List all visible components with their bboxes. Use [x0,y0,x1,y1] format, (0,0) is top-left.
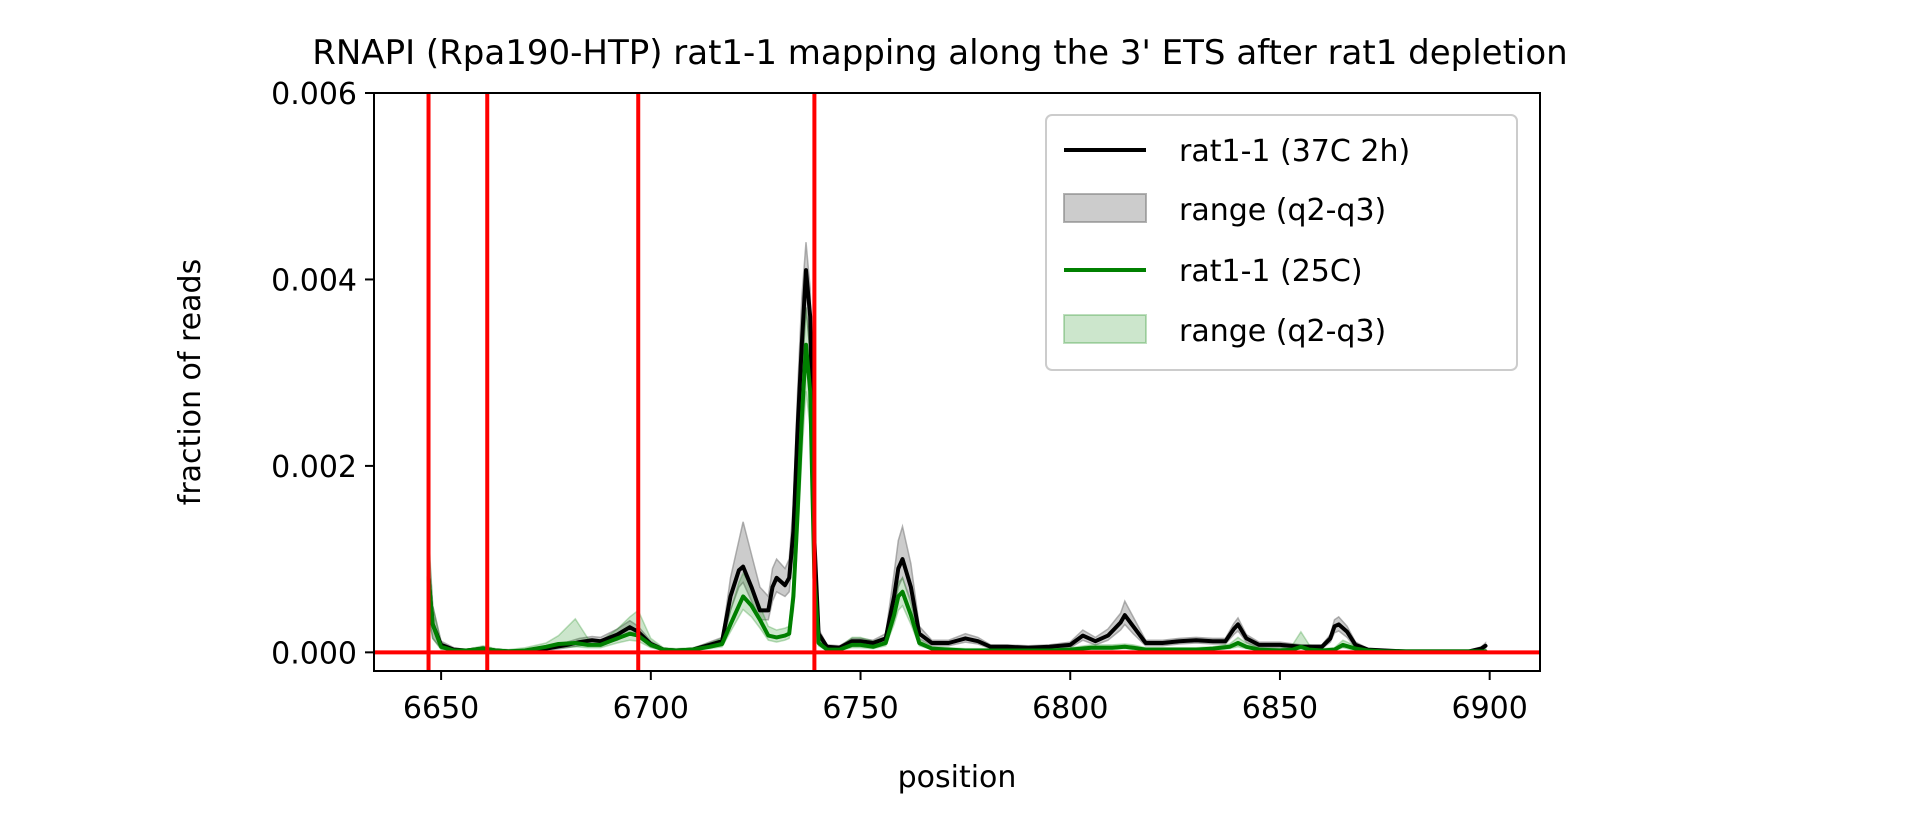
range-band-series-0 [427,242,1487,654]
x-tick-label: 6850 [1242,691,1318,726]
legend: rat1-1 (37C 2h) range (q2-q3) rat1-1 (25… [1045,114,1518,371]
x-tick-label: 6900 [1451,691,1527,726]
x-axis-label: position [898,760,1017,795]
y-axis-label: fraction of reads [173,259,208,505]
y-axis-ticks: 0.000 0.002 0.004 0.006 [271,77,374,671]
axes-frame [373,92,1541,672]
legend-label-band-series-0: range (q2-q3) [1179,193,1386,228]
y-tick-label: 0.006 [271,77,357,112]
y-tick-label: 0.000 [271,636,357,671]
x-tick-label: 6650 [403,691,479,726]
legend-label-series-1: rat1-1 (25C) [1179,254,1363,289]
line-series-1 [426,342,1488,654]
legend-box [1045,114,1518,371]
x-tick-label: 6700 [613,691,689,726]
line-series-0 [426,268,1488,654]
plot-area [374,93,1540,671]
legend-label-band-series-1: range (q2-q3) [1179,314,1386,349]
y-tick-label: 0.004 [271,263,357,298]
x-axis-ticks: 6650 6700 6750 6800 6850 6900 [403,671,1528,726]
legend-swatch-band-series-1 [1063,314,1147,344]
chart-title: RNAPI (Rpa190-HTP) rat1-1 mapping along … [312,33,1567,73]
x-tick-label: 6800 [1032,691,1108,726]
legend-swatch-band-series-0 [1063,193,1147,223]
x-tick-label: 6750 [822,691,898,726]
legend-label-series-0: rat1-1 (37C 2h) [1179,134,1410,169]
y-tick-label: 0.002 [271,450,357,485]
plot-clip-group [374,93,1540,671]
